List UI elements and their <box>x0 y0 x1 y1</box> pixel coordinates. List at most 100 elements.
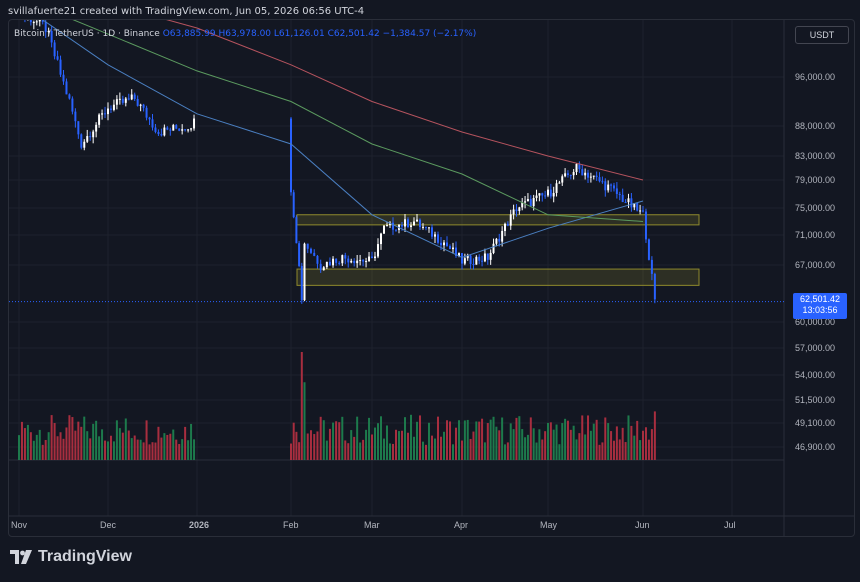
volume-bar <box>472 431 475 460</box>
candle-body <box>41 20 44 22</box>
candle-body <box>335 258 338 263</box>
candle-body <box>157 131 160 135</box>
volume-bar <box>172 429 175 460</box>
candle-body <box>338 262 341 264</box>
volume-bar <box>145 420 148 460</box>
volume-bar <box>443 431 445 460</box>
candle-body <box>38 20 41 22</box>
candle-body <box>295 217 298 244</box>
volume-bar <box>306 433 309 460</box>
volume-bar <box>529 417 532 460</box>
volume-bar <box>35 434 38 460</box>
candle-body <box>136 98 139 106</box>
candle-body <box>495 238 498 244</box>
candle-body <box>300 265 303 301</box>
volume-bar <box>569 429 572 460</box>
volume-bar <box>410 414 412 460</box>
candle-body <box>653 273 656 300</box>
volume-bar <box>630 425 633 460</box>
volume-bar <box>469 438 472 460</box>
tradingview-logo[interactable]: TradingView <box>10 548 132 566</box>
candle-body <box>561 176 564 183</box>
y-tick-label: 96,000.00 <box>795 72 835 82</box>
y-tick-label: 49,100.00 <box>795 418 835 428</box>
candle-body <box>68 94 71 99</box>
volume-bar <box>535 442 538 460</box>
volume-bar <box>398 431 400 460</box>
candle-body <box>492 243 495 253</box>
volume-bar <box>466 419 469 460</box>
change-value: −1,384.57 (−2.17%) <box>382 29 477 39</box>
volume-bar <box>428 422 430 460</box>
volume-bar <box>80 426 83 460</box>
volume-bar <box>524 437 527 460</box>
candle-body <box>572 172 575 176</box>
candle-body <box>298 243 301 266</box>
candle-body <box>98 114 101 125</box>
candle-body <box>89 136 92 138</box>
y-tick-label: 46,900.00 <box>795 442 835 452</box>
volume-bar <box>538 429 541 460</box>
last-price-badge: 62,501.42 13:03:56 <box>793 293 847 319</box>
candle-body <box>71 98 74 112</box>
volume-bar <box>595 419 598 460</box>
currency-selector[interactable]: USDT <box>795 26 849 44</box>
candle-body <box>344 255 347 259</box>
volume-bar <box>139 439 142 460</box>
candle-body <box>440 242 442 246</box>
candle-body <box>362 259 365 262</box>
y-tick-label: 51,500.00 <box>795 395 835 405</box>
volume-bar <box>142 442 145 460</box>
candle-body <box>458 253 460 257</box>
volume-bar <box>642 430 644 460</box>
volume-bar <box>136 439 139 460</box>
candle-body <box>589 176 592 178</box>
volume-bar <box>555 424 558 460</box>
volume-bar <box>564 418 567 460</box>
volume-bar <box>95 420 98 460</box>
volume-bar <box>160 437 163 460</box>
volume-bar <box>74 430 77 460</box>
candle-body <box>187 129 190 131</box>
volume-bar <box>163 433 166 460</box>
candle-body <box>566 173 569 175</box>
volume-bar <box>325 440 328 460</box>
candle-body <box>383 225 385 234</box>
volume-bar <box>322 420 325 460</box>
chart-panel[interactable]: 96,000.00 88,000.00 83,000.00 79,000.00 75,0… <box>8 19 855 537</box>
volume-bar <box>290 443 292 460</box>
candle-body <box>532 197 535 207</box>
candle-body <box>163 127 166 136</box>
volume-bar <box>32 440 35 460</box>
volume-bar <box>509 423 512 460</box>
volume-bar <box>365 429 368 460</box>
candle-body <box>443 242 445 246</box>
x-tick-label: May <box>540 520 558 530</box>
candle-body <box>169 129 172 131</box>
candle-body <box>610 184 613 186</box>
candle-body <box>504 223 506 231</box>
candle-body <box>463 258 466 264</box>
candle-body <box>483 253 486 262</box>
y-tick-label: 60,000.00 <box>795 317 835 327</box>
volume-bar <box>434 438 436 460</box>
volume-bar <box>618 439 621 460</box>
volume-bar <box>353 436 356 460</box>
volume-bar <box>392 443 394 460</box>
candle-body <box>549 189 552 197</box>
volume-bar <box>633 435 636 460</box>
candle-body <box>47 30 50 33</box>
candle-body <box>341 255 344 264</box>
candle-body <box>395 229 397 231</box>
volume-bar <box>335 421 338 460</box>
symbol-name[interactable]: Bitcoin / TetherUS · 1D · Binance <box>14 29 160 39</box>
price-chart[interactable]: 96,000.00 88,000.00 83,000.00 79,000.00 75,0… <box>9 20 854 536</box>
attribution-text: svillafuerte21 created with TradingView.… <box>8 6 365 17</box>
volume-bar <box>636 420 639 460</box>
volume-bar <box>383 438 385 460</box>
candle-body <box>404 219 406 227</box>
volume-bar <box>38 429 41 460</box>
volume-bar <box>587 415 590 460</box>
volume-bar <box>127 430 130 460</box>
